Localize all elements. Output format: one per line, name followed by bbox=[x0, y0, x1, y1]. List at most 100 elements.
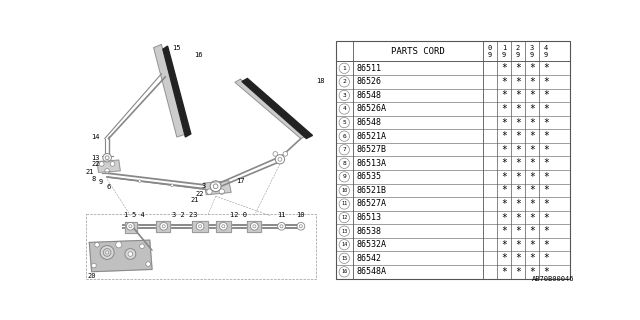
Text: *: * bbox=[529, 63, 535, 73]
Text: 15: 15 bbox=[173, 44, 181, 51]
Text: 86521A: 86521A bbox=[356, 132, 387, 141]
Text: *: * bbox=[501, 158, 507, 168]
Text: *: * bbox=[515, 91, 521, 100]
Circle shape bbox=[100, 245, 114, 260]
Text: 11: 11 bbox=[341, 202, 348, 206]
Text: 9: 9 bbox=[342, 174, 346, 179]
Circle shape bbox=[198, 225, 202, 228]
Text: 86511: 86511 bbox=[356, 64, 381, 73]
Circle shape bbox=[339, 212, 349, 223]
Text: 6: 6 bbox=[342, 134, 346, 139]
Text: 86526: 86526 bbox=[356, 77, 381, 86]
Polygon shape bbox=[90, 240, 152, 272]
Text: 8: 8 bbox=[92, 176, 96, 181]
Text: 4: 4 bbox=[342, 107, 346, 111]
Circle shape bbox=[339, 172, 349, 182]
Text: 1: 1 bbox=[123, 212, 127, 218]
Text: 14: 14 bbox=[341, 242, 348, 247]
Text: *: * bbox=[543, 77, 548, 87]
Circle shape bbox=[339, 240, 349, 250]
Text: 86527B: 86527B bbox=[356, 145, 387, 154]
Text: *: * bbox=[515, 185, 521, 196]
Text: 20: 20 bbox=[88, 273, 96, 278]
Text: *: * bbox=[543, 104, 548, 114]
Text: 8: 8 bbox=[342, 161, 346, 166]
Text: *: * bbox=[543, 158, 548, 168]
Circle shape bbox=[146, 262, 150, 266]
Circle shape bbox=[160, 222, 168, 230]
Text: *: * bbox=[501, 91, 507, 100]
Circle shape bbox=[273, 152, 278, 156]
Text: 86548: 86548 bbox=[356, 91, 381, 100]
Circle shape bbox=[105, 169, 109, 173]
Circle shape bbox=[92, 263, 96, 268]
Polygon shape bbox=[204, 181, 231, 195]
Text: 17: 17 bbox=[236, 178, 244, 184]
Circle shape bbox=[300, 225, 303, 228]
Text: 15: 15 bbox=[341, 256, 348, 261]
Text: *: * bbox=[529, 77, 535, 87]
Text: *: * bbox=[529, 185, 535, 196]
Circle shape bbox=[210, 181, 221, 192]
Circle shape bbox=[339, 131, 349, 141]
Polygon shape bbox=[97, 160, 120, 172]
Text: *: * bbox=[529, 212, 535, 223]
Circle shape bbox=[339, 267, 349, 277]
Text: *: * bbox=[543, 145, 548, 155]
Text: *: * bbox=[515, 63, 521, 73]
Text: *: * bbox=[543, 63, 548, 73]
Text: *: * bbox=[515, 253, 521, 263]
Text: 0: 0 bbox=[488, 44, 492, 51]
Text: 12: 12 bbox=[341, 215, 348, 220]
Polygon shape bbox=[163, 46, 191, 137]
Circle shape bbox=[220, 222, 227, 230]
Polygon shape bbox=[193, 221, 208, 232]
Text: 4: 4 bbox=[543, 44, 548, 51]
Text: *: * bbox=[543, 267, 548, 277]
Text: *: * bbox=[515, 158, 521, 168]
Circle shape bbox=[339, 117, 349, 128]
Text: 86548A: 86548A bbox=[356, 267, 387, 276]
Text: 9: 9 bbox=[516, 52, 520, 58]
Text: *: * bbox=[501, 253, 507, 263]
Text: *: * bbox=[543, 185, 548, 196]
Text: *: * bbox=[501, 77, 507, 87]
Text: *: * bbox=[543, 91, 548, 100]
Text: *: * bbox=[515, 104, 521, 114]
Text: *: * bbox=[529, 199, 535, 209]
Polygon shape bbox=[242, 78, 312, 139]
Circle shape bbox=[140, 244, 145, 249]
Text: *: * bbox=[543, 131, 548, 141]
Circle shape bbox=[128, 252, 132, 256]
Text: *: * bbox=[529, 253, 535, 263]
Polygon shape bbox=[125, 222, 138, 233]
Text: *: * bbox=[529, 131, 535, 141]
Circle shape bbox=[219, 189, 225, 194]
Text: 9: 9 bbox=[530, 52, 534, 58]
Circle shape bbox=[275, 155, 285, 164]
Text: *: * bbox=[515, 145, 521, 155]
Text: 9: 9 bbox=[502, 52, 506, 58]
Text: 3: 3 bbox=[202, 183, 206, 189]
Text: 13: 13 bbox=[341, 229, 348, 234]
Text: 1: 1 bbox=[502, 44, 506, 51]
Circle shape bbox=[339, 185, 349, 196]
Text: *: * bbox=[529, 104, 535, 114]
Text: *: * bbox=[515, 77, 521, 87]
Circle shape bbox=[280, 225, 283, 228]
Circle shape bbox=[339, 77, 349, 87]
Text: 2: 2 bbox=[342, 79, 346, 84]
Circle shape bbox=[95, 243, 99, 247]
Text: *: * bbox=[515, 267, 521, 277]
Text: 12 0: 12 0 bbox=[230, 212, 248, 218]
Text: *: * bbox=[501, 131, 507, 141]
Text: *: * bbox=[501, 63, 507, 73]
Circle shape bbox=[222, 225, 225, 228]
Text: 5 4: 5 4 bbox=[132, 212, 145, 218]
Text: *: * bbox=[515, 226, 521, 236]
Circle shape bbox=[339, 226, 349, 236]
Circle shape bbox=[339, 253, 349, 263]
Text: 16: 16 bbox=[195, 52, 203, 58]
Text: *: * bbox=[529, 172, 535, 182]
Text: *: * bbox=[501, 117, 507, 128]
